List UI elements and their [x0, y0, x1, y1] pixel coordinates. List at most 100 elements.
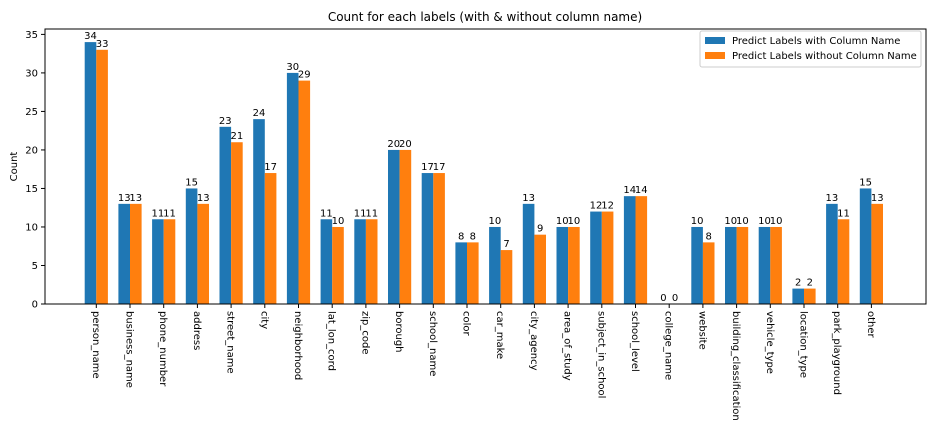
value-label: 29: [298, 70, 311, 81]
x-tick-label: website: [696, 311, 707, 350]
value-label: 10: [770, 216, 783, 227]
bar: [467, 242, 479, 304]
bar: [702, 242, 715, 304]
bar: [758, 226, 771, 304]
value-label: 24: [253, 108, 266, 119]
value-label: 2: [795, 278, 801, 289]
value-label: 17: [421, 162, 434, 173]
x-tick-label: college_name: [663, 311, 674, 380]
bar: [433, 173, 445, 304]
value-label: 0: [672, 293, 678, 304]
bar: [84, 42, 97, 304]
y-axis: 0 5 10 15 20 25 30 35: [25, 30, 45, 311]
value-label: 11: [354, 208, 367, 219]
value-label: 15: [859, 177, 872, 188]
bar: [590, 211, 602, 304]
bar: [264, 173, 277, 304]
bar: [219, 126, 232, 304]
legend-swatch: [705, 52, 725, 59]
value-label: 13: [118, 193, 131, 204]
value-label: 11: [163, 208, 176, 219]
value-label: 11: [152, 208, 165, 219]
bar: [152, 219, 164, 304]
bar: [736, 226, 749, 304]
bar: [421, 173, 434, 304]
bar: [725, 226, 737, 304]
y-tick-label: 15: [25, 184, 38, 195]
value-label: 20: [399, 139, 412, 150]
x-tick-label: color: [461, 311, 472, 337]
y-tick-label: 20: [25, 145, 38, 156]
x-tick-label: city_agency: [528, 311, 539, 371]
value-label: 10: [691, 216, 704, 227]
value-label: 8: [706, 231, 712, 242]
bar: [298, 80, 311, 304]
x-tick-label: borough: [393, 311, 404, 353]
value-label: 11: [837, 208, 850, 219]
y-tick-label: 10: [25, 222, 38, 233]
legend-label: Predict Labels without Column Name: [732, 51, 917, 62]
x-tick-label: zip_code: [359, 311, 370, 355]
bar: [320, 219, 333, 304]
bar: [118, 203, 130, 304]
bar: [500, 250, 513, 304]
x-tick-label: lat_lon_cord: [326, 311, 337, 371]
bar: [792, 288, 804, 304]
y-tick-label: 30: [25, 68, 38, 79]
bar: [691, 226, 703, 304]
value-label: 34: [84, 31, 97, 42]
value-label: 0: [660, 293, 666, 304]
value-label: 21: [231, 131, 244, 142]
bar: [231, 142, 243, 304]
legend-swatch: [705, 37, 725, 44]
x-tick-label: building_classification: [730, 311, 741, 421]
x-tick-label: location_type: [798, 311, 809, 378]
value-label: 2: [807, 278, 813, 289]
y-tick-label: 0: [32, 300, 38, 311]
value-label: 10: [736, 216, 749, 227]
x-tick-label: school_level: [629, 311, 640, 372]
x-tick-label: person_name: [90, 311, 101, 379]
value-label: 17: [433, 162, 446, 173]
value-label: 11: [320, 208, 333, 219]
legend: Predict Labels with Column Name Predict L…: [699, 30, 922, 68]
value-label: 13: [197, 193, 210, 204]
bar: [253, 119, 265, 304]
bar: [623, 196, 636, 304]
bar: [770, 226, 782, 304]
x-tick-label: vehicle_type: [764, 311, 775, 374]
bar: [804, 288, 816, 304]
value-label: 13: [826, 193, 839, 204]
value-label: 12: [590, 201, 603, 212]
y-tick-label: 25: [25, 107, 38, 118]
value-label: 10: [724, 216, 737, 227]
x-tick-label: address: [191, 311, 202, 350]
value-label: 8: [470, 231, 476, 242]
plot-frame: [44, 28, 927, 305]
y-tick-label: 5: [32, 261, 38, 272]
value-label: 30: [286, 62, 299, 73]
x-tick-label: business_name: [124, 311, 135, 388]
value-label: 10: [489, 216, 502, 227]
bar: [601, 211, 614, 304]
bar: [871, 203, 883, 304]
value-label: 10: [556, 216, 569, 227]
value-label: 20: [387, 139, 400, 150]
x-tick-label: neighborhood: [292, 311, 303, 380]
value-label: 13: [871, 193, 884, 204]
bar: [837, 219, 850, 304]
value-label: 10: [568, 216, 581, 227]
bar: [522, 203, 535, 304]
value-label: 14: [635, 185, 648, 196]
value-label: 13: [522, 193, 535, 204]
bar: [489, 226, 501, 304]
y-tick-label: 35: [25, 30, 38, 41]
bar: [163, 219, 176, 304]
value-label: 15: [185, 177, 198, 188]
x-tick-label: area_of_study: [562, 311, 573, 381]
x-tick-label: other: [865, 311, 876, 339]
value-label: 10: [332, 216, 345, 227]
bar: [534, 234, 546, 304]
